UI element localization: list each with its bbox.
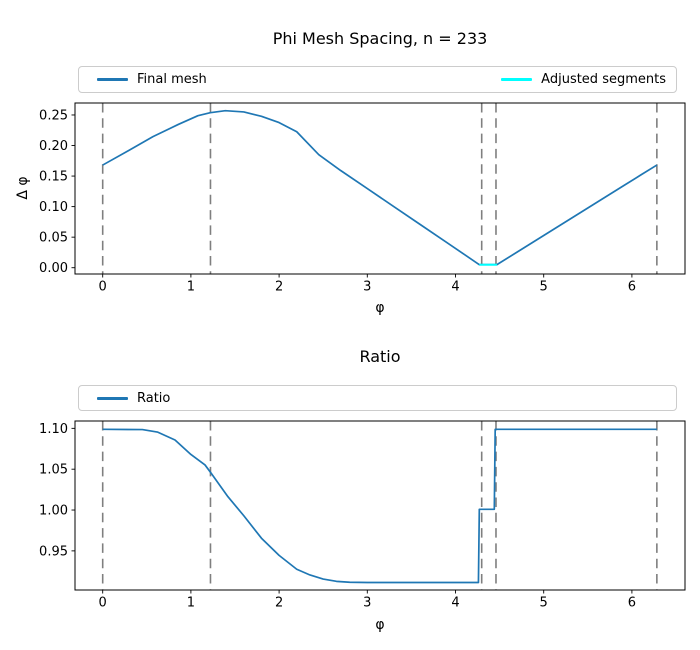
legend-entry-final-mesh: Final mesh [97, 73, 207, 86]
y-tick-label: 1.10 [39, 422, 68, 437]
top-legend: Final mesh Adjusted segments [78, 66, 677, 93]
axes-frame [74, 420, 686, 591]
y-tick-label: 0.05 [39, 231, 68, 246]
legend-label-adjusted-segments: Adjusted segments [541, 72, 666, 87]
ratio-line-swatch [97, 396, 128, 400]
x-tick-label: 4 [451, 596, 459, 611]
bottom-legend: Ratio [78, 385, 677, 411]
axes-frame [74, 102, 686, 275]
top-chart-title: Phi Mesh Spacing, n = 233 [272, 29, 488, 48]
y-tick-label: 1.05 [39, 463, 68, 478]
final-mesh-line-swatch [97, 78, 128, 81]
legend-entry-adjusted-segments: Adjusted segments [501, 73, 666, 86]
legend-label-final-mesh: Final mesh [137, 72, 207, 87]
x-tick-label: 4 [451, 280, 459, 295]
legend-entry-ratio: Ratio [97, 392, 170, 405]
series-line-final-mesh [102, 109, 658, 266]
x-tick-label: 3 [363, 596, 371, 611]
y-tick-label: 0.15 [39, 170, 68, 185]
legend-label-ratio: Ratio [137, 390, 171, 406]
x-tick-label: 0 [99, 596, 107, 611]
x-tick-label: 6 [628, 596, 636, 611]
y-tick-label: 0.25 [39, 108, 68, 123]
x-tick-label: 6 [628, 280, 636, 295]
x-tick-label: 1 [187, 596, 195, 611]
x-tick-label: 5 [540, 596, 548, 611]
y-tick-label: 0.10 [39, 200, 68, 215]
x-tick-label: 0 [99, 280, 107, 295]
bottom-chart-title: Ratio [359, 347, 401, 366]
series-line-ratio [102, 428, 657, 584]
y-tick-label: 1.00 [39, 504, 68, 519]
x-tick-label: 5 [540, 280, 548, 295]
y-tick-label: 0.95 [39, 544, 68, 559]
top-chart-xlabel: φ [375, 300, 385, 316]
bottom-chart-xlabel: φ [375, 617, 385, 633]
y-tick-label: 0.00 [39, 261, 68, 276]
x-tick-label: 3 [363, 280, 371, 295]
adjusted-segments-line-swatch [501, 78, 533, 81]
x-tick-label: 2 [275, 596, 283, 611]
x-tick-label: 1 [187, 280, 195, 295]
y-tick-label: 0.20 [39, 139, 68, 154]
x-tick-label: 2 [275, 280, 283, 295]
